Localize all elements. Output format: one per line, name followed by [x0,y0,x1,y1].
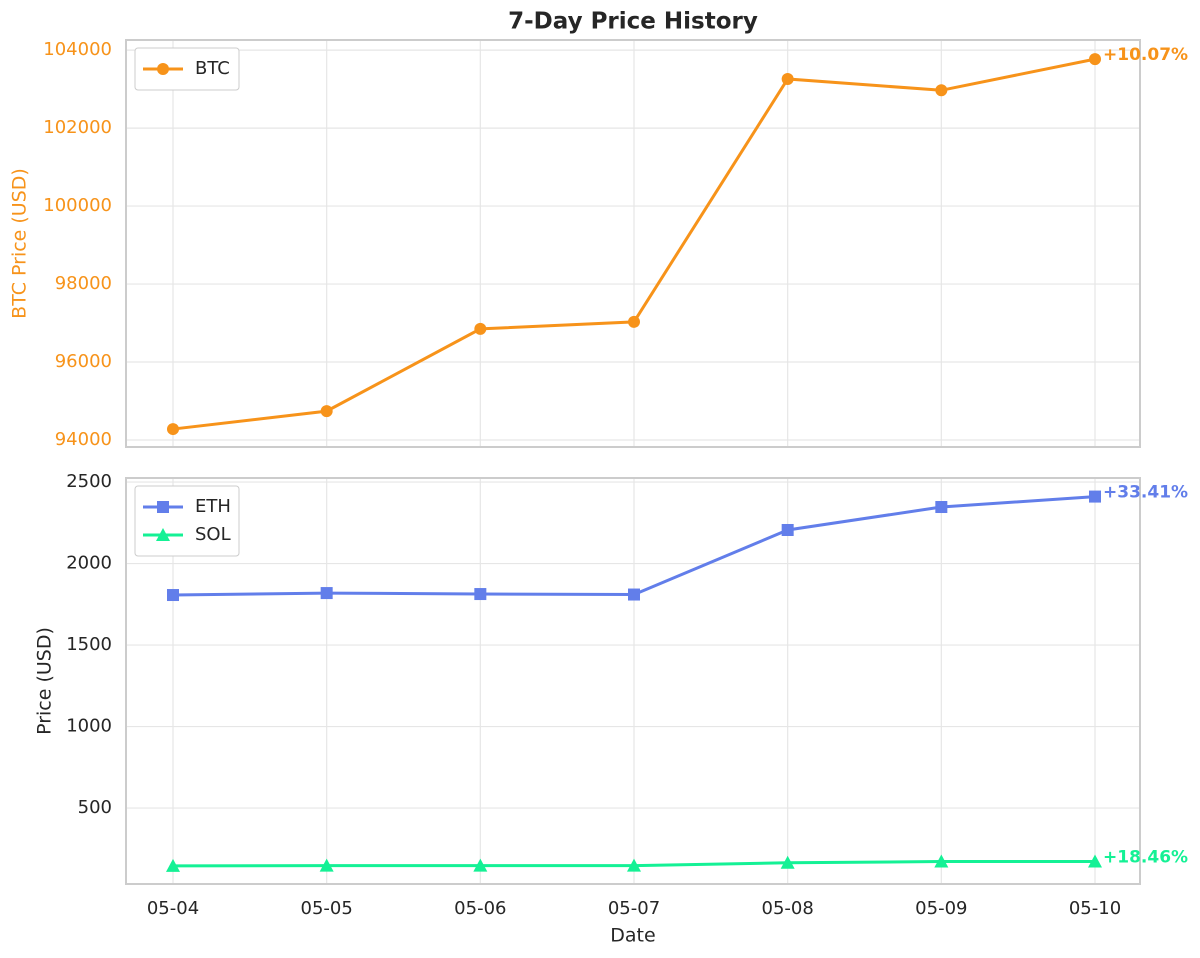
end-label: +18.46% [1103,848,1188,868]
marker [474,588,487,601]
x-tick-label: 05-05 [301,898,353,919]
marker [627,858,641,872]
y-tick-label: 100000 [43,195,112,216]
marker [166,858,180,872]
marker [780,855,795,869]
y-tick-label: 2500 [66,471,112,492]
marker [935,501,948,514]
y-tick-label: 2000 [66,553,112,574]
y-tick-label: 96000 [55,351,112,372]
x-tick-label: 05-04 [147,898,199,919]
marker [167,423,179,436]
x-tick-label: 05-10 [1069,898,1121,919]
y-axis-label: Price (USD) [34,627,56,735]
marker [1089,490,1101,503]
end-label: +33.41% [1103,483,1188,503]
x-axis-label: Date [610,925,655,947]
marker [628,315,640,328]
marker [320,587,333,600]
marker [628,588,640,601]
legend-box [134,47,240,91]
marker [320,405,333,418]
axes-frame [125,39,1141,448]
marker [781,72,794,85]
y-tick-label: 1500 [66,634,112,655]
x-tick-label: 05-08 [762,898,814,919]
legend-label: BTC [195,58,230,79]
x-tick-label: 05-09 [915,898,967,919]
marker [473,858,488,872]
y-tick-label: 1000 [66,716,112,737]
marker [319,858,334,872]
marker [474,322,487,335]
legend-label: ETH [195,496,231,517]
axes-frame [125,477,1141,885]
marker [1088,854,1102,868]
marker [167,589,179,602]
y-tick-label: 102000 [43,117,112,138]
x-tick-label: 05-06 [454,898,506,919]
x-tick-label: 05-07 [608,898,660,919]
chart-title: 7-Day Price History [508,9,758,35]
y-tick-label: 500 [78,797,112,818]
marker [934,854,949,868]
end-label: +10.07% [1103,45,1188,65]
y-axis-label: BTC Price (USD) [9,168,31,319]
y-tick-label: 104000 [43,39,112,60]
marker [935,84,948,97]
y-tick-label: 94000 [55,429,112,450]
marker [156,528,170,541]
marker [781,523,794,536]
marker [157,501,169,513]
legend-label: SOL [195,524,231,545]
y-tick-label: 98000 [55,273,112,294]
marker [157,63,169,75]
marker [1089,53,1101,66]
